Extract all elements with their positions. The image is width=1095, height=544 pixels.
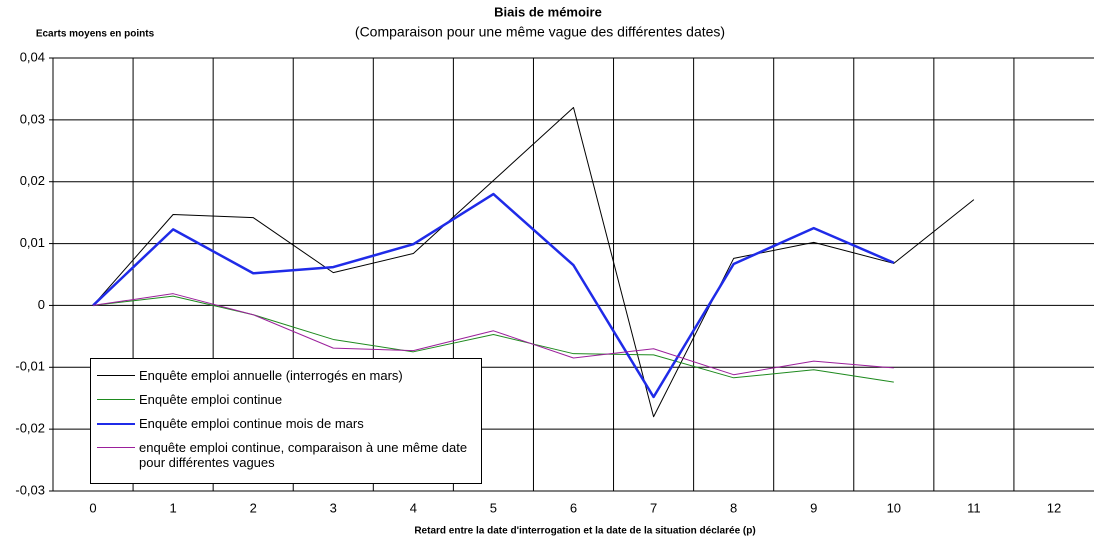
legend-entry: Enquête emploi continue	[97, 392, 475, 407]
y-tick-label: 0,01	[20, 235, 45, 250]
x-tick-label: 8	[730, 500, 737, 515]
x-tick-label: 1	[169, 500, 176, 515]
x-tick-label: 2	[250, 500, 257, 515]
series-line	[92, 295, 894, 383]
y-tick-label: -0,02	[15, 421, 45, 436]
x-tick-label: 10	[887, 500, 901, 515]
legend-swatch	[97, 399, 135, 400]
x-tick-label: 12	[1047, 500, 1061, 515]
legend-label: Enquête emploi continue	[139, 392, 283, 407]
x-tick-label: 0	[89, 500, 96, 515]
x-tick-label: 6	[570, 500, 577, 515]
x-axis-label: Retard entre la date d'interrogation et …	[414, 526, 755, 537]
legend-entry: enquête emploi continue, comparaison à u…	[97, 440, 475, 470]
legend-entry: Enquête emploi annuelle (interrogés en m…	[97, 368, 475, 383]
legend-swatch	[97, 447, 135, 448]
legend-swatch	[97, 375, 135, 376]
y-tick-label: -0,03	[15, 482, 45, 497]
y-tick-label: 0,03	[20, 111, 45, 126]
legend-label: Enquête emploi annuelle (interrogés en m…	[139, 368, 403, 383]
legend-label: Enquête emploi continue mois de mars	[139, 416, 364, 431]
y-axis-label: Ecarts moyens en points	[36, 29, 155, 40]
x-tick-label: 4	[410, 500, 417, 515]
chart-title: Biais de mémoire	[494, 4, 602, 19]
series-line	[92, 293, 894, 376]
legend-swatch	[97, 423, 135, 425]
x-tick-label: 7	[650, 500, 657, 515]
legend: Enquête emploi annuelle (interrogés en m…	[90, 358, 482, 484]
x-tick-label: 3	[330, 500, 337, 515]
x-tick-label: 5	[490, 500, 497, 515]
x-tick-label: 11	[967, 500, 981, 515]
y-tick-label: 0,04	[20, 49, 45, 64]
legend-label: enquête emploi continue, comparaison à u…	[139, 440, 468, 470]
series-line	[92, 192, 895, 399]
y-tick-label: 0,02	[20, 173, 45, 188]
x-tick-label: 9	[810, 500, 817, 515]
y-tick-label: -0,01	[15, 359, 45, 374]
legend-entry: Enquête emploi continue mois de mars	[97, 416, 475, 431]
chart-subtitle: (Comparaison pour une même vague des dif…	[355, 24, 725, 40]
y-tick-label: 0	[38, 297, 45, 312]
series-line	[92, 106, 975, 418]
